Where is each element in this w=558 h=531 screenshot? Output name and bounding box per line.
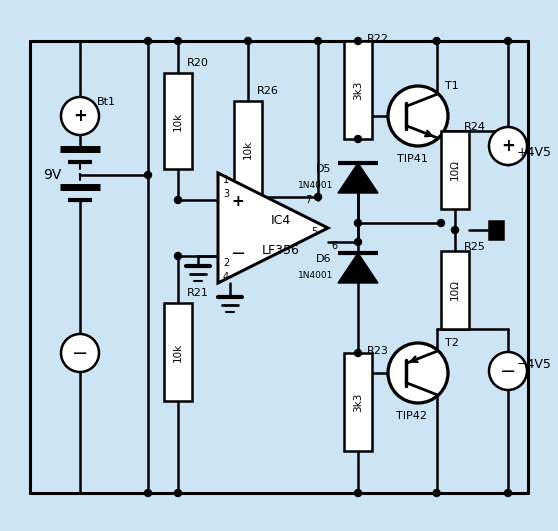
Bar xyxy=(164,303,192,401)
Text: R24: R24 xyxy=(464,122,486,132)
Circle shape xyxy=(354,38,362,45)
Text: 3k3: 3k3 xyxy=(353,392,363,412)
Text: TIP41: TIP41 xyxy=(397,154,427,164)
Text: −: − xyxy=(500,362,516,381)
Text: 1N4001: 1N4001 xyxy=(299,181,334,190)
Bar xyxy=(489,221,503,239)
Circle shape xyxy=(315,38,321,45)
Circle shape xyxy=(437,219,445,227)
Circle shape xyxy=(145,172,152,178)
Text: TIP42: TIP42 xyxy=(397,411,427,421)
Bar xyxy=(344,353,372,451)
Polygon shape xyxy=(218,173,328,283)
Circle shape xyxy=(315,193,321,201)
Text: −4V5: −4V5 xyxy=(517,358,551,372)
Text: 10Ω: 10Ω xyxy=(450,279,460,301)
Text: +: + xyxy=(232,194,244,210)
Text: 5: 5 xyxy=(311,227,317,237)
Circle shape xyxy=(354,349,362,356)
Text: IC4: IC4 xyxy=(271,213,291,227)
Bar xyxy=(441,251,469,329)
Circle shape xyxy=(504,490,512,496)
Text: 1: 1 xyxy=(223,175,229,185)
Circle shape xyxy=(354,135,362,142)
Text: T2: T2 xyxy=(445,338,459,348)
Text: R23: R23 xyxy=(367,346,389,356)
Circle shape xyxy=(489,127,527,165)
Text: 10k: 10k xyxy=(173,112,183,131)
Circle shape xyxy=(354,490,362,496)
Text: R21: R21 xyxy=(187,288,209,298)
Text: 10Ω: 10Ω xyxy=(450,159,460,181)
Text: 7: 7 xyxy=(305,195,311,205)
Circle shape xyxy=(433,490,440,496)
Circle shape xyxy=(145,38,152,45)
Circle shape xyxy=(175,196,181,203)
Polygon shape xyxy=(338,253,378,283)
Circle shape xyxy=(354,219,362,227)
Text: R26: R26 xyxy=(257,86,279,96)
Text: +: + xyxy=(501,137,515,155)
Text: −: − xyxy=(72,344,88,363)
Polygon shape xyxy=(338,163,378,193)
Text: R20: R20 xyxy=(187,58,209,68)
Text: 10k: 10k xyxy=(173,342,183,362)
Text: 3k3: 3k3 xyxy=(353,80,363,100)
Circle shape xyxy=(61,97,99,135)
Text: Bt1: Bt1 xyxy=(97,97,116,107)
Text: 2: 2 xyxy=(223,258,229,268)
Circle shape xyxy=(175,38,181,45)
Circle shape xyxy=(451,227,459,234)
Text: −: − xyxy=(230,245,246,263)
Text: 10k: 10k xyxy=(243,139,253,159)
Circle shape xyxy=(433,38,440,45)
Text: 9V: 9V xyxy=(43,168,61,182)
Circle shape xyxy=(175,490,181,496)
Circle shape xyxy=(145,490,152,496)
Text: LF356: LF356 xyxy=(262,244,300,256)
Text: 3: 3 xyxy=(223,189,229,199)
Text: D5: D5 xyxy=(316,164,332,174)
Circle shape xyxy=(244,38,252,45)
Text: +: + xyxy=(73,107,87,125)
Circle shape xyxy=(354,238,362,245)
Circle shape xyxy=(504,38,512,45)
Text: 6: 6 xyxy=(331,241,337,251)
Bar xyxy=(164,73,192,169)
Bar xyxy=(441,131,469,209)
Text: R22: R22 xyxy=(367,34,389,44)
Bar xyxy=(344,41,372,139)
Text: D6: D6 xyxy=(316,254,332,264)
Bar xyxy=(234,101,262,197)
Text: +4V5: +4V5 xyxy=(517,145,551,158)
Circle shape xyxy=(175,253,181,260)
Text: R25: R25 xyxy=(464,242,486,252)
Text: 1N4001: 1N4001 xyxy=(299,270,334,279)
Text: T1: T1 xyxy=(445,81,459,91)
Text: 4: 4 xyxy=(223,272,229,282)
Circle shape xyxy=(489,352,527,390)
Circle shape xyxy=(388,343,448,403)
Circle shape xyxy=(388,86,448,146)
Circle shape xyxy=(61,334,99,372)
